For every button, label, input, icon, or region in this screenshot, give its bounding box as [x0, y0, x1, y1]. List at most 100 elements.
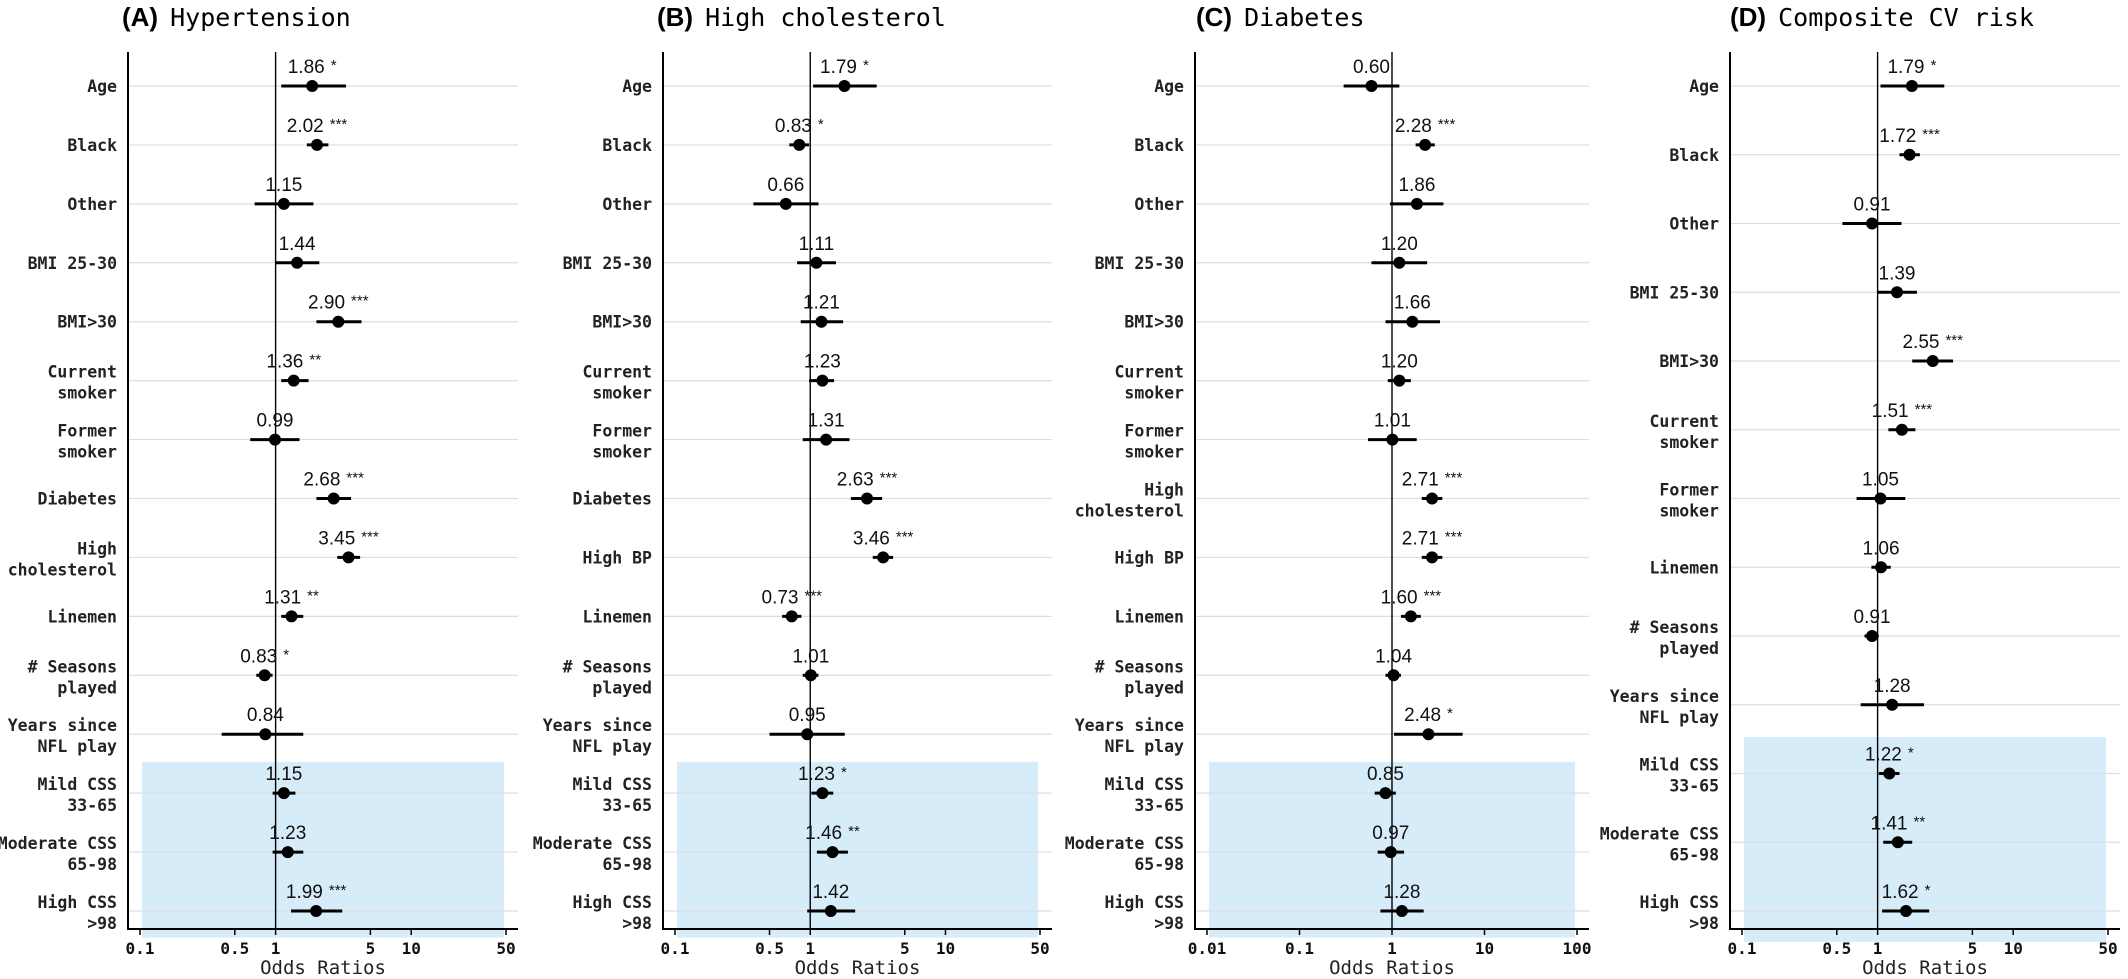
panel-title-text: High cholesterol [705, 3, 946, 32]
row-label: BMI>30 [57, 313, 117, 332]
x-tick-label: 10 [2004, 939, 2023, 958]
panel-letter: (A) [122, 2, 158, 32]
odds-ratio-label: 1.23 * [798, 764, 847, 785]
point-estimate [779, 197, 792, 210]
x-tick-label: 0.1 [661, 939, 690, 958]
row-label: Current smoker [1114, 363, 1184, 403]
row-label: Years since NFL play [1610, 687, 1719, 727]
row-label: High BP [1114, 548, 1184, 567]
x-tick-label: 0.5 [755, 939, 784, 958]
row-label: Black [67, 136, 117, 155]
row-label: Current smoker [47, 363, 117, 403]
odds-ratio-label: 1.28 [1383, 882, 1420, 903]
odds-ratio-label: 0.91 [1854, 607, 1891, 628]
row-label: Mild CSS 33-65 [38, 775, 117, 815]
row-label: Moderate CSS 65-98 [533, 834, 652, 874]
odds-ratio-label: 1.23 [804, 352, 841, 373]
point-estimate [277, 787, 290, 800]
row-label: Former smoker [1659, 481, 1719, 521]
panel-letter: (C) [1196, 2, 1232, 32]
row-label: Diabetes [38, 490, 117, 509]
odds-ratio-label: 0.83 * [775, 116, 824, 137]
x-axis-title: Odds Ratios [260, 957, 386, 979]
point-estimate [277, 197, 290, 210]
x-tick-label: 0.1 [126, 939, 155, 958]
odds-ratio-label: 2.48 * [1404, 705, 1453, 726]
odds-ratio-label: 2.55 *** [1902, 332, 1963, 353]
point-estimate [1387, 669, 1400, 682]
odds-ratio-label: 0.83 * [240, 646, 289, 667]
x-tick-label: 1 [805, 939, 815, 958]
point-estimate [1926, 355, 1939, 367]
axis-frame [662, 52, 1052, 930]
point-estimate [285, 610, 298, 623]
row-label: Moderate CSS 65-98 [1065, 834, 1184, 874]
point-estimate [1404, 610, 1417, 623]
odds-ratio-label: 1.41 ** [1871, 813, 1926, 834]
odds-ratio-label: 2.71 *** [1402, 470, 1463, 491]
x-tick-label: 5 [1968, 939, 1978, 958]
odds-ratio-label: 1.44 [279, 234, 316, 255]
point-estimate [1422, 728, 1435, 741]
row-label: High BP [582, 548, 652, 567]
odds-ratio-label: 1.31 [808, 411, 845, 432]
axis-frame [1194, 52, 1589, 930]
row-label: Other [1134, 195, 1184, 214]
point-estimate [1866, 217, 1879, 230]
point-estimate [877, 551, 890, 564]
point-estimate [1419, 138, 1432, 151]
row-label: High CSS >98 [1640, 893, 1719, 933]
odds-ratio-label: 1.72 *** [1879, 126, 1940, 147]
point-estimate [793, 138, 806, 151]
x-tick-label: 1 [271, 939, 281, 958]
odds-ratio-label: 1.99 *** [286, 882, 347, 903]
point-estimate [332, 315, 345, 328]
row-label: Age [622, 77, 652, 96]
row-label: High cholesterol [8, 539, 117, 579]
row-label: Linemen [1114, 607, 1184, 626]
row-label: Age [1689, 77, 1719, 96]
odds-ratio-label: 1.22 * [1865, 745, 1914, 766]
point-estimate [310, 905, 323, 917]
point-estimate [1895, 423, 1908, 436]
point-estimate [1875, 561, 1888, 574]
panel-title-text: Hypertension [170, 3, 351, 32]
row-label: # Seasons played [28, 657, 117, 697]
point-estimate [311, 138, 324, 151]
odds-ratio-label: 1.23 [269, 823, 306, 844]
x-tick-label: 50 [496, 939, 515, 958]
odds-ratio-label: 1.79 * [1887, 57, 1936, 78]
panel-title-text: Diabetes [1244, 3, 1364, 32]
point-estimate [1900, 905, 1913, 917]
point-estimate [1395, 905, 1408, 917]
point-estimate [291, 256, 304, 269]
odds-ratio-label: 1.31 ** [264, 587, 319, 608]
point-estimate [1406, 315, 1419, 328]
row-label: Moderate CSS 65-98 [0, 834, 117, 874]
odds-ratio-label: 1.15 [265, 764, 302, 785]
point-estimate [1393, 256, 1406, 269]
x-tick-label: 10 [936, 939, 955, 958]
row-label: Black [1669, 146, 1719, 165]
odds-ratio-label: 0.97 [1372, 823, 1409, 844]
point-estimate [287, 374, 300, 387]
odds-ratio-label: 1.79 * [820, 57, 869, 78]
odds-ratio-label: 1.39 [1879, 263, 1916, 284]
row-label: Former smoker [57, 422, 117, 462]
point-estimate [1903, 148, 1916, 161]
point-estimate [1891, 836, 1904, 849]
point-estimate [838, 80, 851, 92]
odds-ratio-label: 0.95 [789, 705, 826, 726]
point-estimate [1365, 80, 1378, 92]
x-tick-label: 100 [1563, 939, 1592, 958]
point-estimate [1874, 492, 1887, 505]
row-label: Age [1154, 77, 1184, 96]
odds-ratio-label: 2.28 *** [1395, 116, 1456, 137]
odds-ratio-label: 1.06 [1863, 538, 1900, 559]
panel-title-text: Composite CV risk [1778, 3, 2034, 32]
panel-title: (A) Hypertension [122, 2, 351, 32]
point-estimate [306, 80, 319, 92]
point-estimate [810, 256, 823, 269]
odds-ratio-label: 3.45 *** [318, 528, 379, 549]
row-label: High CSS >98 [573, 893, 652, 933]
